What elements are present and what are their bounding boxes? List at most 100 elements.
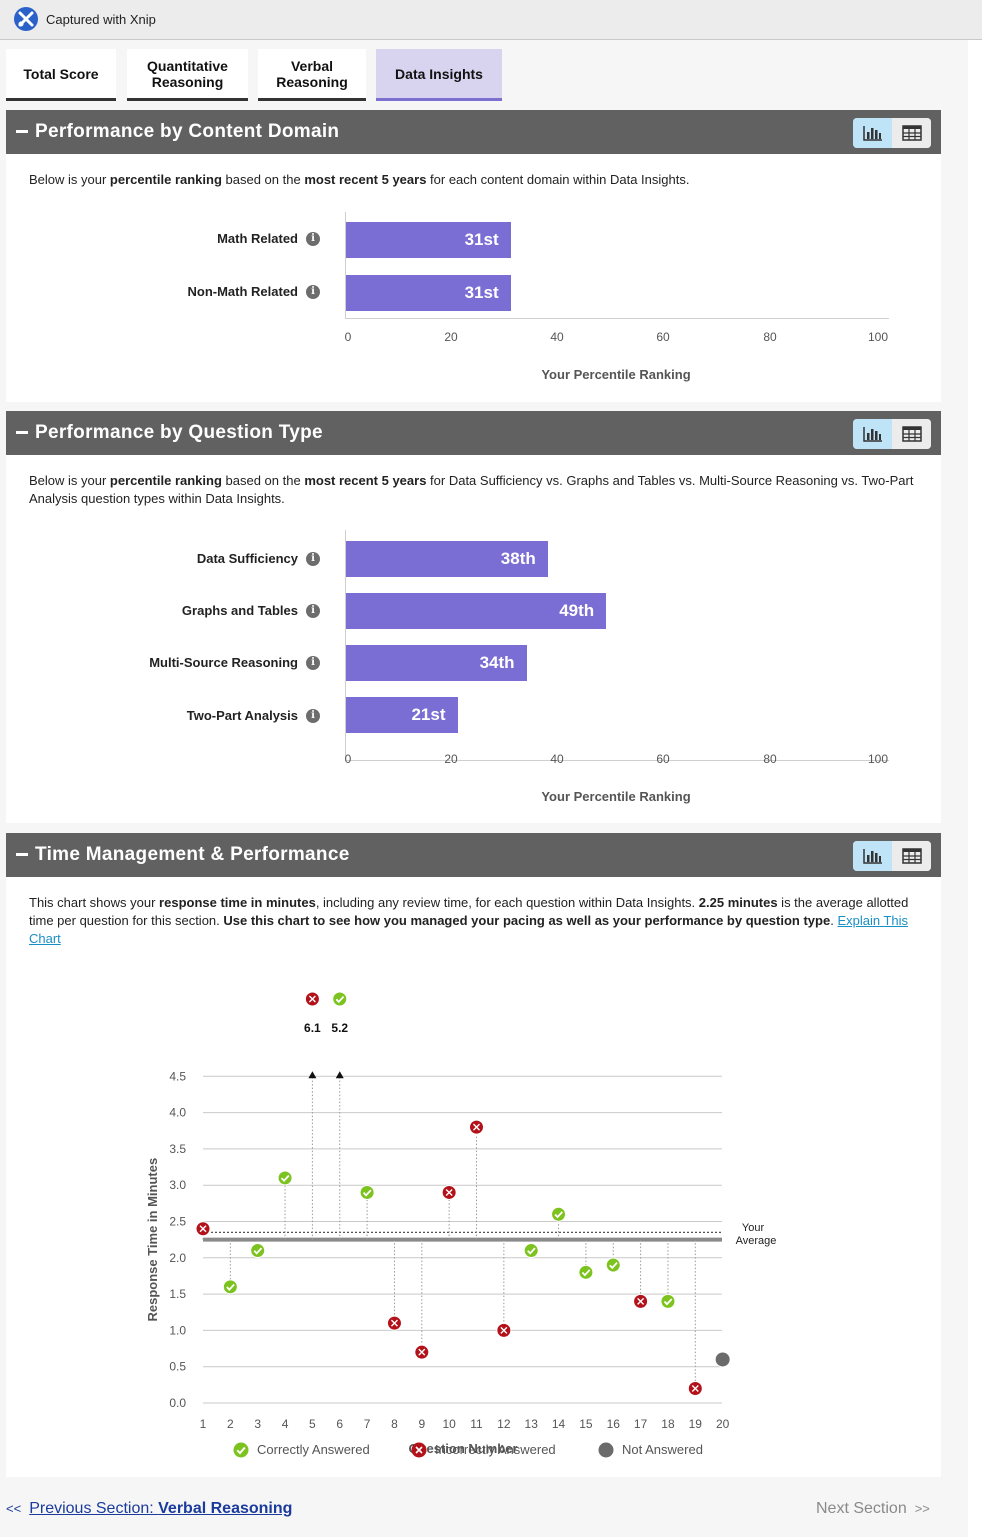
chart-legend: Correctly Answered Incorrectly Answered … [231,1441,731,1461]
collapse-icon[interactable] [16,431,28,434]
correct-check-icon[interactable] [578,1264,594,1280]
x-tick-label: 2 [227,1417,234,1431]
section-title: Performance by Content Domain [35,121,340,142]
collapse-icon[interactable] [16,853,28,856]
info-icon[interactable]: i [306,552,320,566]
info-icon[interactable]: i [306,709,320,723]
table-icon [901,426,922,442]
row-label: Non-Math Related [187,284,299,299]
row-math-related: Math Related [6,228,298,250]
bar-chart-icon [862,126,882,141]
tab-total-score[interactable]: Total Score [6,49,116,101]
legend-label: Not Answered [622,1442,703,1457]
bar-value-label: 31st [464,230,499,249]
tab-verbal-reasoning[interactable]: Verbal Reasoning [258,49,366,101]
row-label: Two-Part Analysis [186,708,298,723]
x-tick: 20 [444,330,458,344]
x-tick-label: 20 [716,1417,730,1431]
view-toggle [853,419,931,449]
time-management-section: Time Management & Performance [6,833,941,1477]
percentile-bar: 31st [346,275,511,311]
correct-check-icon [233,1442,249,1458]
x-tick: 20 [444,752,458,766]
row-label: Data Sufficiency [196,551,298,566]
chart-view-button[interactable] [853,118,892,148]
double-chevron-right-icon: >> [914,1501,930,1516]
response-time-chart: 0.00.51.01.52.02.53.03.54.04.51 2 3 4 5 6 7 8 9 1… [145,991,777,1456]
incorrect-x-icon[interactable] [441,1184,457,1200]
table-view-button[interactable] [892,419,931,449]
correct-check-icon[interactable] [605,1257,621,1273]
info-icon[interactable]: i [306,285,320,299]
tab-label: Quantitative Reasoning [147,57,228,90]
incorrect-x-icon[interactable] [633,1293,649,1309]
tab-label: Data Insights [395,65,483,82]
percentile-bar: 49th [346,593,607,629]
next-section-link[interactable]: Next Section >> [816,1500,930,1518]
tab-data-insights[interactable]: Data Insights [376,49,502,101]
incorrect-x-icon[interactable] [496,1322,512,1338]
correct-check-icon[interactable] [277,1170,293,1186]
overflow-value-label: 5.2 [331,1021,348,1035]
chart-view-button[interactable] [853,841,892,871]
correct-check-icon[interactable] [332,991,348,1007]
x-tick-label: 13 [525,1417,539,1431]
row-graphs-and-tables: Graphs and Tables [6,600,298,622]
x-tick: 0 [344,752,352,766]
section-description: This chart shows your response time in m… [29,895,909,946]
x-tick: 100 [867,752,889,766]
info-icon[interactable]: i [306,604,320,618]
correct-check-icon[interactable] [359,1184,375,1200]
incorrect-x-icon[interactable] [304,991,320,1007]
collapse-icon[interactable] [16,130,28,133]
row-two-part-analysis: Two-Part Analysis [6,705,298,727]
incorrect-x-icon[interactable] [687,1380,703,1396]
x-tick: 100 [867,330,889,344]
y-tick-label: 1.0 [169,1323,186,1337]
x-tick-label: 4 [282,1417,289,1431]
y-tick-label: 4.0 [169,1106,186,1120]
correct-check-icon[interactable] [551,1206,567,1222]
info-icon[interactable]: i [306,232,320,246]
x-tick-label: 8 [391,1417,398,1431]
bar-value-label: 38th [500,549,536,568]
table-view-button[interactable] [892,841,931,871]
y-tick-label: 2.5 [169,1215,186,1229]
tab-label: Total Score [23,65,99,82]
x-tick-label: 11 [470,1417,483,1431]
titlebar-text: Captured with Xnip [46,12,156,27]
not-answered-dot-icon[interactable] [714,1351,731,1368]
question-type-section: Performance by Question Type [6,411,941,823]
correct-check-icon[interactable] [660,1293,676,1309]
correct-check-icon[interactable] [222,1279,238,1295]
correct-check-icon[interactable] [250,1243,266,1259]
double-chevron-left-icon: << [6,1501,22,1516]
section-title: Performance by Question Type [35,422,323,443]
incorrect-x-icon[interactable] [386,1315,402,1331]
x-tick-label: 19 [689,1417,703,1431]
x-tick: 0 [344,330,352,344]
y-tick-label: 3.5 [169,1142,186,1156]
bar-chart-icon [862,427,882,442]
section-header: Performance by Question Type [6,411,941,455]
table-view-button[interactable] [892,118,931,148]
correct-check-icon[interactable] [523,1243,539,1259]
incorrect-x-icon[interactable] [195,1221,211,1237]
x-tick: 40 [550,330,564,344]
chart-view-button[interactable] [853,419,892,449]
row-multi-source-reasoning: Multi-Source Reasoning [6,652,298,674]
x-tick-label: 12 [497,1417,511,1431]
tab-quantitative-reasoning[interactable]: Quantitative Reasoning [127,49,248,101]
bar-value-label: 34th [479,653,515,672]
average-label: Average [736,1235,777,1247]
section-title: Time Management & Performance [35,844,350,865]
y-tick-label: 0.5 [169,1360,186,1374]
incorrect-x-icon[interactable] [414,1344,430,1360]
average-label: Your [742,1222,765,1234]
incorrect-x-icon [411,1442,427,1458]
previous-section-link[interactable]: << Previous Section: Verbal Reasoning [6,1500,292,1518]
explain-chart-link[interactable]: Explain This Chart [29,913,909,946]
info-icon[interactable]: i [306,656,320,670]
x-tick-label: 3 [254,1417,261,1431]
incorrect-x-icon[interactable] [469,1119,484,1135]
